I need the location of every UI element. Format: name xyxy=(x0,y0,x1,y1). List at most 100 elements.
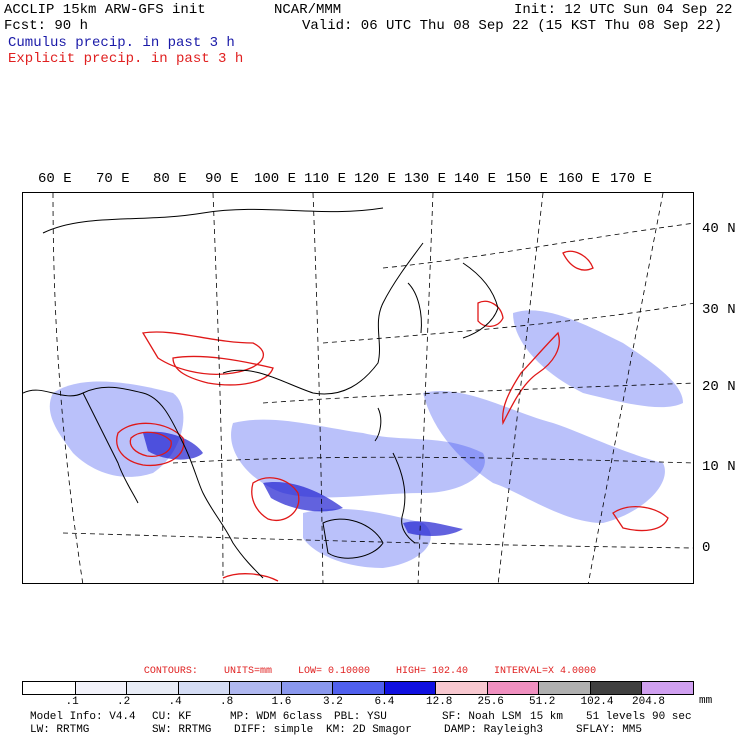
valid-time: Valid: 06 UTC Thu 08 Sep 22 (15 KST Thu … xyxy=(302,18,723,34)
lon-label-130e: 130 E xyxy=(404,171,447,187)
forecast-hour: Fcst: 90 h xyxy=(4,18,89,34)
cumulus-strong-3 xyxy=(403,521,463,536)
explicit-bengal-2 xyxy=(129,431,172,457)
color-bar-tick-label: .2 xyxy=(117,696,131,708)
lat-line-30n xyxy=(322,302,693,344)
color-bar-swatch xyxy=(74,682,126,694)
color-bar-swatch xyxy=(23,682,75,694)
color-bar-swatch xyxy=(435,682,487,694)
contours-interval: INTERVAL=X 4.0000 xyxy=(494,666,597,677)
coast-korea xyxy=(407,282,422,334)
cumulus-strong-2 xyxy=(263,482,343,512)
lat-label-30n: 30 N xyxy=(702,302,736,318)
model-info-item: DIFF: simple xyxy=(234,724,314,736)
coastlines xyxy=(23,207,499,579)
color-bar-swatch xyxy=(538,682,590,694)
explicit-indochina xyxy=(251,477,300,521)
lon-label-120e: 120 E xyxy=(354,171,397,187)
model-info-item: PBL: YSU xyxy=(334,711,387,723)
explicit-japan xyxy=(477,300,504,327)
cumulus-area-maritime xyxy=(303,508,431,568)
color-bar-unit: mm xyxy=(699,695,713,707)
color-bar-tick-label: .8 xyxy=(220,696,234,708)
cumulus-legend: Cumulus precip. in past 3 h xyxy=(8,35,235,51)
color-bar-swatch xyxy=(486,682,538,694)
cumulus-area-bay-bengal xyxy=(49,381,184,477)
precipitation-map xyxy=(22,192,694,584)
title-left: ACCLIP 15km ARW-GFS init xyxy=(4,2,206,18)
color-bar-tick-label: 102.4 xyxy=(580,696,614,708)
lon-label-170e: 170 E xyxy=(610,171,653,187)
coast-asia-south xyxy=(23,386,264,579)
lon-label-90e: 90 E xyxy=(205,171,239,187)
model-info-item: KM: 2D Smagor xyxy=(326,724,412,736)
coast-borneo xyxy=(322,518,384,559)
color-bar-swatch xyxy=(177,682,229,694)
contours-high: HIGH= 102.40 xyxy=(396,666,469,677)
graticule xyxy=(52,193,693,583)
explicit-west-pacific-band xyxy=(502,331,560,426)
coast-east-asia xyxy=(222,242,424,395)
color-bar-tick-label: 204.8 xyxy=(632,696,666,708)
model-info-item: LW: RRTMG xyxy=(30,724,90,736)
color-bar-swatch xyxy=(589,682,641,694)
cumulus-area-south-china-sea xyxy=(231,419,485,498)
model-info-item: SF: Noah LSM xyxy=(442,711,522,723)
color-bar-swatch xyxy=(332,682,384,694)
lon-label-70e: 70 E xyxy=(96,171,130,187)
lat-label-10n: 10 N xyxy=(702,459,736,475)
color-bar-tick-label: 51.2 xyxy=(529,696,556,708)
coast-taiwan xyxy=(374,407,382,442)
lon-line-90e xyxy=(212,193,224,583)
color-bar-swatch xyxy=(229,682,281,694)
color-bar-tick-label: 25.6 xyxy=(477,696,504,708)
explicit-tibet-2 xyxy=(172,355,274,386)
lat-label-20n: 20 N xyxy=(702,379,736,395)
color-bar xyxy=(22,681,694,695)
model-info-item: SW: RRTMG xyxy=(152,724,212,736)
explicit-legend: Explicit precip. in past 3 h xyxy=(8,51,244,67)
lat-label-40n: 40 N xyxy=(702,221,736,237)
model-info-item: CU: KF xyxy=(152,711,192,723)
model-info-item: MP: WDM 6class xyxy=(230,711,323,723)
model-info-item: 15 km xyxy=(530,711,564,723)
lon-label-160e: 160 E xyxy=(558,171,601,187)
title-center: NCAR/MMM xyxy=(274,2,342,18)
model-info-item: 51 levels xyxy=(586,711,646,723)
contours-units: UNITS=mm xyxy=(223,666,272,677)
explicit-equator xyxy=(222,573,279,582)
coast-philippines xyxy=(392,452,416,544)
contours-low: LOW= 0.10000 xyxy=(297,666,370,677)
coast-india xyxy=(82,392,139,504)
explicit-tibet-1 xyxy=(141,331,265,375)
cumulus-area-northwest-pacific xyxy=(513,310,683,408)
lat-line-20n xyxy=(262,382,693,404)
cumulus-precip-areas xyxy=(49,310,683,568)
lon-label-60e: 60 E xyxy=(38,171,72,187)
coast-japan xyxy=(462,262,499,339)
lon-label-80e: 80 E xyxy=(153,171,187,187)
color-bar-swatch xyxy=(126,682,178,694)
color-bar-tick-label: 12.8 xyxy=(426,696,453,708)
coast-north-border xyxy=(42,207,384,234)
explicit-northeast xyxy=(562,250,594,271)
lon-label-140e: 140 E xyxy=(454,171,497,187)
color-bar-tick-label: 1.6 xyxy=(271,696,292,708)
contours-label: CONTOURS: xyxy=(143,666,198,677)
color-bar-tick-label: 6.4 xyxy=(374,696,395,708)
lat-line-10n xyxy=(172,456,693,464)
color-bar-swatch xyxy=(383,682,435,694)
color-bar-swatch xyxy=(280,682,332,694)
cumulus-area-west-pacific xyxy=(423,390,665,523)
lon-line-170e xyxy=(587,193,664,583)
explicit-tropical-east xyxy=(612,506,669,532)
map-canvas xyxy=(23,193,693,583)
lon-label-100e: 100 E xyxy=(254,171,297,187)
lon-label-110e: 110 E xyxy=(304,171,347,187)
model-info-item: Model Info: V4.4 xyxy=(30,711,136,723)
explicit-precip-contours xyxy=(116,250,669,582)
color-bar-swatch xyxy=(641,682,693,694)
cumulus-strong-1 xyxy=(143,431,203,460)
model-info-item: SFLAY: MM5 xyxy=(576,724,643,736)
lat-line-0 xyxy=(62,532,693,549)
